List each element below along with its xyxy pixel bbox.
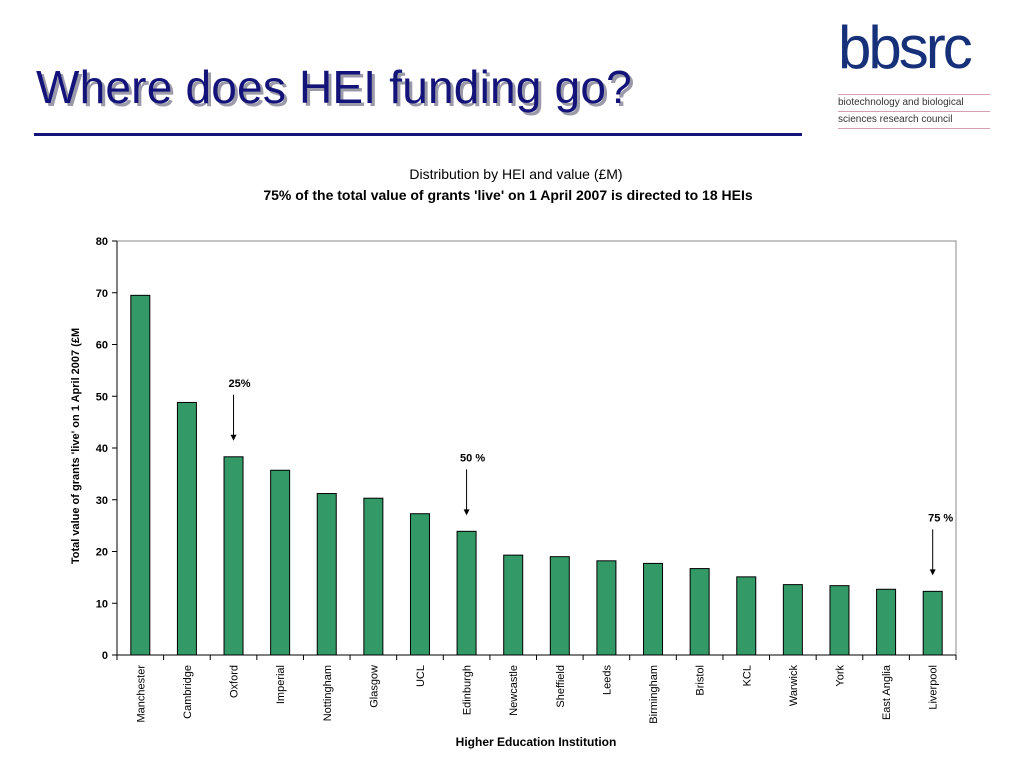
slide-title: Where does HEI funding go? [36,61,632,113]
y-tick-label: 50 [96,391,108,403]
x-tick-label: Edinburgh [462,665,474,715]
x-tick-label: Warwick [788,665,800,707]
x-tick-label: East Anglia [881,664,893,720]
x-tick-label: Sheffield [555,665,567,708]
y-tick-label: 0 [102,650,108,662]
annotation-arrow-head [230,434,237,441]
bar-ucl [409,513,430,656]
annotation-label: 75 % [928,512,953,524]
x-axis-title: Higher Education Institution [456,735,617,749]
x-tick-label: Leeds [601,665,613,695]
x-tick-label: Nottingham [322,665,334,721]
logo-wordmark: bbsrc [838,14,973,81]
bar-newcastle [503,554,524,656]
y-tick-label: 30 [96,495,108,507]
x-tick-label: Cambridge [182,665,194,719]
bar-sheffield [549,556,570,656]
y-tick-label: 10 [96,598,108,610]
x-tick-label: Liverpool [928,665,940,710]
logo-line-1: biotechnology and biological [838,97,964,108]
bar-east-anglia [876,588,897,656]
chart-subtitle: 75% of the total value of grants 'live' … [263,187,752,203]
bar-warwick [782,584,803,656]
x-tick-label: UCL [415,665,427,687]
x-tick-label: Manchester [135,665,147,723]
y-axis-title: Total value of grants 'live' on 1 April … [70,328,82,564]
bar-birmingham [643,562,664,656]
bar-kcl [736,576,757,656]
bar-oxford [223,456,244,656]
bar-edinburgh [456,530,477,656]
title-divider [34,133,802,136]
bar-cambridge [176,401,197,656]
x-tick-label: Birmingham [648,665,660,724]
x-tick-label: KCL [741,665,753,686]
chart-title: Distribution by HEI and value (£M) [409,166,622,182]
y-tick-label: 80 [96,236,108,248]
y-tick-label: 60 [96,340,108,352]
bar-imperial [270,469,291,656]
logo-rule-middle [838,111,990,112]
x-tick-label: York [834,665,846,687]
annotation-arrow-head [929,569,936,576]
bar-liverpool [922,590,943,656]
logo-line-2: sciences research council [838,114,953,125]
annotation-label: 25% [229,378,251,390]
bbsrc-logo: bbsrc biotechnology and biological scien… [836,18,992,130]
annotation-arrow-head [463,509,470,516]
y-tick-label: 40 [96,443,108,455]
bar-glasgow [363,497,384,656]
bar-york [829,585,850,656]
bar-nottingham [316,493,337,656]
x-tick-label: Glasgow [368,665,380,708]
x-tick-label: Newcastle [508,665,520,716]
logo-rule-bottom [838,128,990,129]
y-tick-label: 20 [96,547,108,559]
bar-leeds [596,560,617,656]
x-tick-label: Bristol [695,665,707,696]
bar-bristol [689,568,710,656]
x-tick-label: Oxford [229,665,241,698]
logo-rule-top [838,94,990,95]
x-tick-label: Imperial [275,665,287,704]
bar-manchester [130,294,151,656]
y-tick-label: 70 [96,288,108,300]
annotation-label: 50 % [460,452,485,464]
